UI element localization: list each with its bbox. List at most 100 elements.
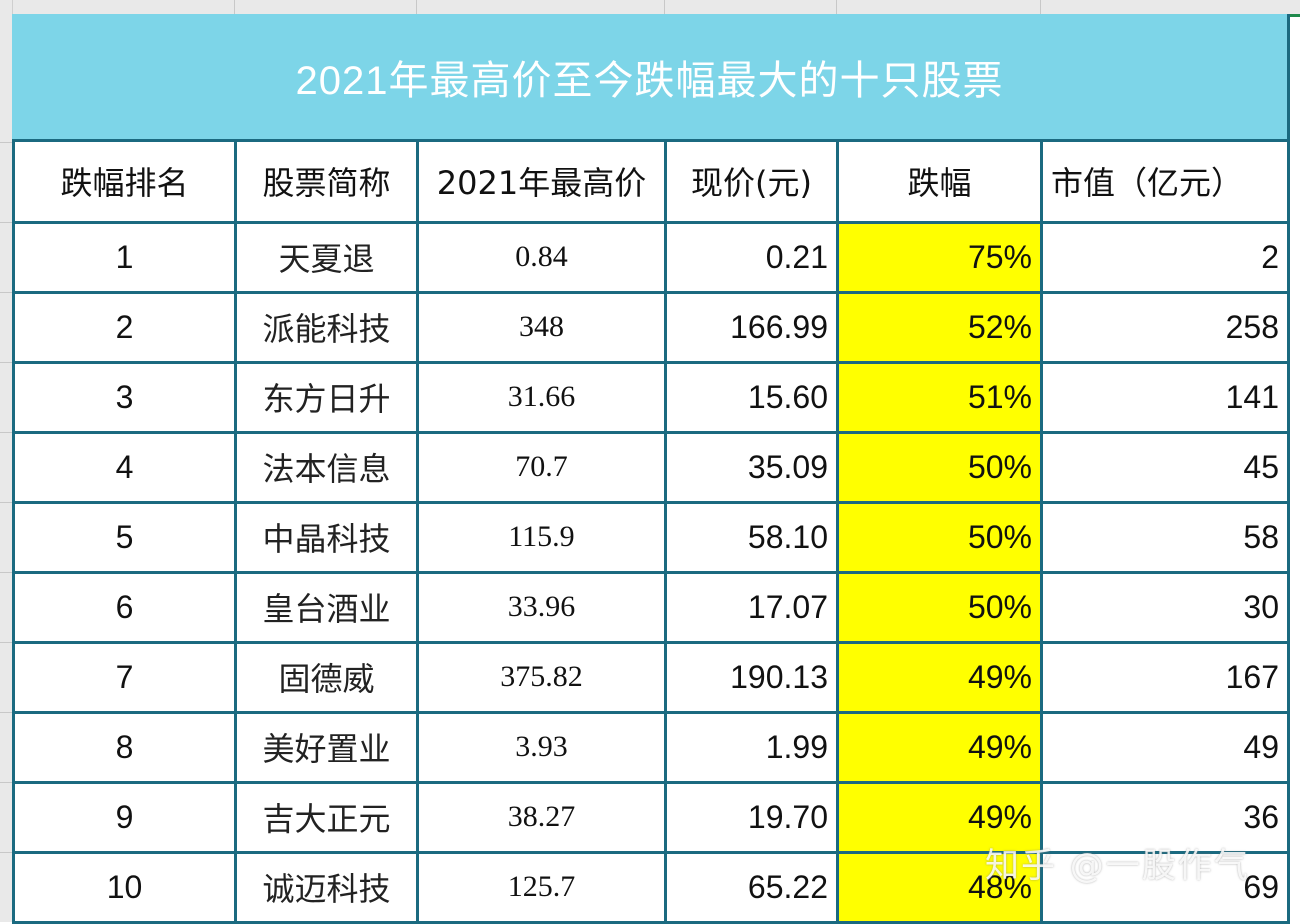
header-market-cap[interactable]: 市值（亿元）: [1040, 142, 1290, 224]
cell-stock-name[interactable]: 法本信息: [234, 430, 419, 504]
header-drop[interactable]: 跌幅: [836, 142, 1043, 224]
column-divider: [416, 0, 417, 14]
cell-2021-high[interactable]: 3.93: [416, 710, 667, 784]
header-rank[interactable]: 跌幅排名: [12, 142, 237, 224]
cell-market-cap[interactable]: 49: [1040, 710, 1290, 784]
cell-2021-high[interactable]: 115.9: [416, 500, 667, 574]
cell-drop[interactable]: 50%: [836, 430, 1043, 504]
row-divider: [0, 142, 12, 143]
table-row: 10 诚迈科技 125.7 65.22 48% 69: [12, 850, 1290, 924]
cell-stock-name[interactable]: 皇台酒业: [234, 570, 419, 644]
cell-2021-high[interactable]: 31.66: [416, 360, 667, 434]
row-divider: [0, 572, 12, 573]
cell-drop[interactable]: 52%: [836, 290, 1043, 364]
header-current-price[interactable]: 现价(元): [664, 142, 839, 224]
cell-current-price[interactable]: 190.13: [664, 640, 839, 714]
stock-table: 跌幅排名 股票简称 2021年最高价 现价(元) 跌幅 市值（亿元） 1 天夏退 0…: [12, 142, 1290, 924]
column-divider: [234, 0, 235, 14]
spreadsheet-row-header-gutter: [0, 0, 13, 922]
cell-market-cap[interactable]: 258: [1040, 290, 1290, 364]
table-row: 4 法本信息 70.7 35.09 50% 45: [12, 430, 1290, 504]
cell-stock-name[interactable]: 诚迈科技: [234, 850, 419, 924]
table-row: 6 皇台酒业 33.96 17.07 50% 30: [12, 570, 1290, 644]
cell-rank[interactable]: 4: [12, 430, 237, 504]
cell-current-price[interactable]: 58.10: [664, 500, 839, 574]
table-row: 7 固德威 375.82 190.13 49% 167: [12, 640, 1290, 714]
table-row: 9 吉大正元 38.27 19.70 49% 36: [12, 780, 1290, 854]
cell-current-price[interactable]: 19.70: [664, 780, 839, 854]
row-divider: [0, 362, 12, 363]
cell-rank[interactable]: 1: [12, 220, 237, 294]
cell-2021-high[interactable]: 33.96: [416, 570, 667, 644]
cell-current-price[interactable]: 65.22: [664, 850, 839, 924]
cell-rank[interactable]: 7: [12, 640, 237, 714]
row-divider: [0, 852, 12, 853]
row-divider: [0, 782, 12, 783]
cell-rank[interactable]: 5: [12, 500, 237, 574]
cell-market-cap[interactable]: 45: [1040, 430, 1290, 504]
row-divider: [0, 432, 12, 433]
cell-drop[interactable]: 49%: [836, 780, 1043, 854]
cell-drop[interactable]: 49%: [836, 640, 1043, 714]
table-row: 1 天夏退 0.84 0.21 75% 2: [12, 220, 1290, 294]
cell-stock-name[interactable]: 东方日升: [234, 360, 419, 434]
header-2021-high[interactable]: 2021年最高价: [416, 142, 667, 224]
cell-market-cap[interactable]: 30: [1040, 570, 1290, 644]
cell-2021-high[interactable]: 348: [416, 290, 667, 364]
adjacent-cell-area[interactable]: [1289, 14, 1300, 922]
cell-stock-name[interactable]: 派能科技: [234, 290, 419, 364]
cell-2021-high[interactable]: 70.7: [416, 430, 667, 504]
cell-current-price[interactable]: 17.07: [664, 570, 839, 644]
cell-drop[interactable]: 50%: [836, 570, 1043, 644]
table-row: 2 派能科技 348 166.99 52% 258: [12, 290, 1290, 364]
row-divider: [0, 642, 12, 643]
row-divider: [0, 502, 12, 503]
cell-drop[interactable]: 75%: [836, 220, 1043, 294]
column-divider: [664, 0, 665, 14]
cell-selection-indicator: [1289, 14, 1300, 17]
cell-stock-name[interactable]: 天夏退: [234, 220, 419, 294]
cell-market-cap[interactable]: 36: [1040, 780, 1290, 854]
cell-drop[interactable]: 50%: [836, 500, 1043, 574]
cell-current-price[interactable]: 15.60: [664, 360, 839, 434]
cell-rank[interactable]: 2: [12, 290, 237, 364]
table-row: 5 中晶科技 115.9 58.10 50% 58: [12, 500, 1290, 574]
cell-drop[interactable]: 48%: [836, 850, 1043, 924]
stock-decline-table-sheet: 2021年最高价至今跌幅最大的十只股票 跌幅排名 股票简称 2021年最高价 现…: [12, 14, 1290, 924]
cell-rank[interactable]: 10: [12, 850, 237, 924]
cell-current-price[interactable]: 35.09: [664, 430, 839, 504]
cell-drop[interactable]: 51%: [836, 360, 1043, 434]
cell-stock-name[interactable]: 吉大正元: [234, 780, 419, 854]
table-row: 3 东方日升 31.66 15.60 51% 141: [12, 360, 1290, 434]
row-divider: [0, 712, 12, 713]
table-title[interactable]: 2021年最高价至今跌幅最大的十只股票: [12, 14, 1287, 142]
spreadsheet-column-header-strip: [0, 0, 1300, 15]
cell-rank[interactable]: 8: [12, 710, 237, 784]
cell-current-price[interactable]: 1.99: [664, 710, 839, 784]
cell-market-cap[interactable]: 167: [1040, 640, 1290, 714]
cell-2021-high[interactable]: 125.7: [416, 850, 667, 924]
cell-2021-high[interactable]: 38.27: [416, 780, 667, 854]
cell-stock-name[interactable]: 中晶科技: [234, 500, 419, 574]
cell-market-cap[interactable]: 58: [1040, 500, 1290, 574]
cell-stock-name[interactable]: 美好置业: [234, 710, 419, 784]
cell-stock-name[interactable]: 固德威: [234, 640, 419, 714]
cell-drop[interactable]: 49%: [836, 710, 1043, 784]
column-divider: [1040, 0, 1041, 14]
cell-market-cap[interactable]: 141: [1040, 360, 1290, 434]
row-divider: [0, 292, 12, 293]
row-divider: [0, 222, 12, 223]
cell-2021-high[interactable]: 0.84: [416, 220, 667, 294]
table-row: 8 美好置业 3.93 1.99 49% 49: [12, 710, 1290, 784]
cell-current-price[interactable]: 166.99: [664, 290, 839, 364]
column-divider: [836, 0, 837, 14]
table-header-row: 跌幅排名 股票简称 2021年最高价 现价(元) 跌幅 市值（亿元）: [12, 142, 1290, 224]
cell-rank[interactable]: 3: [12, 360, 237, 434]
cell-market-cap[interactable]: 2: [1040, 220, 1290, 294]
header-stock-name[interactable]: 股票简称: [234, 142, 419, 224]
cell-market-cap[interactable]: 69: [1040, 850, 1290, 924]
cell-2021-high[interactable]: 375.82: [416, 640, 667, 714]
cell-rank[interactable]: 9: [12, 780, 237, 854]
cell-rank[interactable]: 6: [12, 570, 237, 644]
cell-current-price[interactable]: 0.21: [664, 220, 839, 294]
